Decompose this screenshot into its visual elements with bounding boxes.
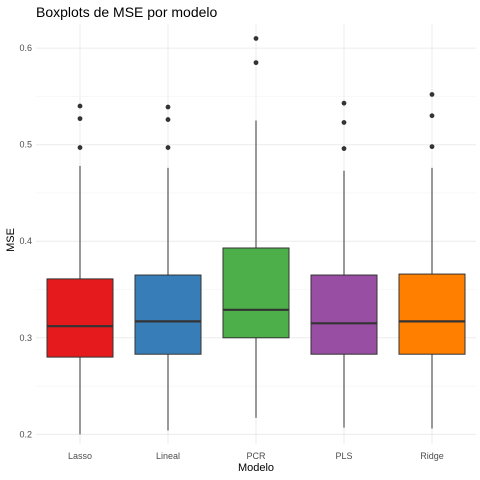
- box-body: [46, 278, 114, 358]
- outlier-point: [429, 144, 435, 150]
- outlier-point: [341, 100, 347, 106]
- x-axis-title: Modelo: [238, 462, 274, 474]
- y-tick-label: 0.4: [19, 236, 32, 246]
- x-tick-label: PCR: [246, 451, 266, 461]
- chart-title: Boxplots de MSE por modelo: [36, 4, 218, 20]
- plot-boxes: [46, 36, 466, 435]
- box-lineal: [134, 104, 202, 431]
- y-tick-label: 0.2: [19, 429, 32, 439]
- y-tick-label: 0.5: [19, 140, 32, 150]
- outlier-point: [165, 117, 171, 122]
- x-tick-label: Lasso: [68, 451, 92, 461]
- outlier-point: [341, 146, 347, 151]
- box-body: [134, 274, 202, 355]
- outlier-point: [165, 145, 171, 150]
- outlier-point: [77, 116, 83, 122]
- y-tick-label: 0.6: [19, 43, 32, 53]
- x-tick-label: PLS: [335, 451, 352, 461]
- outlier-point: [341, 120, 347, 125]
- x-tick-label: Lineal: [156, 451, 180, 461]
- box-body: [398, 273, 466, 355]
- outlier-point: [429, 92, 435, 97]
- box-pcr: [222, 36, 290, 418]
- box-lasso: [46, 103, 114, 435]
- y-axis-title: MSE: [5, 228, 17, 252]
- box-ridge: [398, 92, 466, 429]
- x-tick-label: Ridge: [420, 451, 444, 461]
- y-axis: 0.2 0.3 0.4 0.5 0.6: [19, 43, 32, 439]
- outlier-point: [429, 113, 435, 119]
- x-axis: Lasso Lineal PCR PLS Ridge: [68, 451, 444, 461]
- y-tick-label: 0.3: [19, 333, 32, 343]
- outlier-point: [77, 103, 83, 109]
- box-pls: [310, 100, 378, 428]
- outlier-point: [165, 104, 171, 110]
- box-body: [222, 247, 290, 339]
- outlier-point: [253, 36, 259, 41]
- box-body: [310, 274, 378, 355]
- outlier-point: [77, 145, 83, 150]
- outlier-point: [253, 60, 259, 66]
